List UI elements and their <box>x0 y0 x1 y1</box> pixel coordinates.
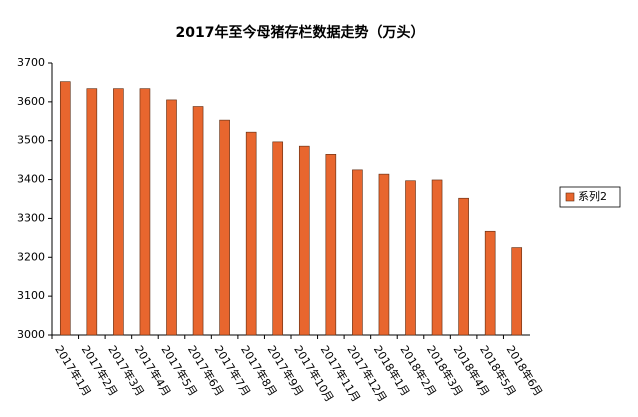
legend-label: 系列2 <box>578 189 607 203</box>
y-tick-label: 3500 <box>17 134 45 147</box>
bar <box>139 88 151 336</box>
bar <box>431 179 443 336</box>
bar <box>352 169 363 336</box>
bar <box>325 154 337 336</box>
y-tick-label: 3600 <box>17 95 45 108</box>
bar <box>166 99 177 336</box>
bar <box>458 197 469 336</box>
bar <box>511 247 523 336</box>
bar <box>298 145 310 336</box>
y-tick-label: 3300 <box>17 211 45 224</box>
y-tick-label: 3400 <box>17 173 45 186</box>
y-tick-label: 3100 <box>17 289 45 302</box>
bar <box>192 106 204 336</box>
legend-box <box>559 186 621 208</box>
legend-swatch <box>565 192 575 202</box>
y-tick-label: 3700 <box>17 56 45 69</box>
bar <box>86 88 98 336</box>
bar <box>405 180 416 336</box>
bar <box>484 230 496 336</box>
bar <box>219 119 230 336</box>
bar <box>378 173 390 336</box>
bar <box>245 131 257 336</box>
bar <box>272 141 284 336</box>
chart-title: 2017年至今母猪存栏数据走势（万头） <box>176 24 425 41</box>
y-tick-label: 3000 <box>17 328 45 341</box>
bar <box>59 81 71 336</box>
y-tick-label: 3200 <box>17 250 45 263</box>
bar <box>113 88 124 336</box>
